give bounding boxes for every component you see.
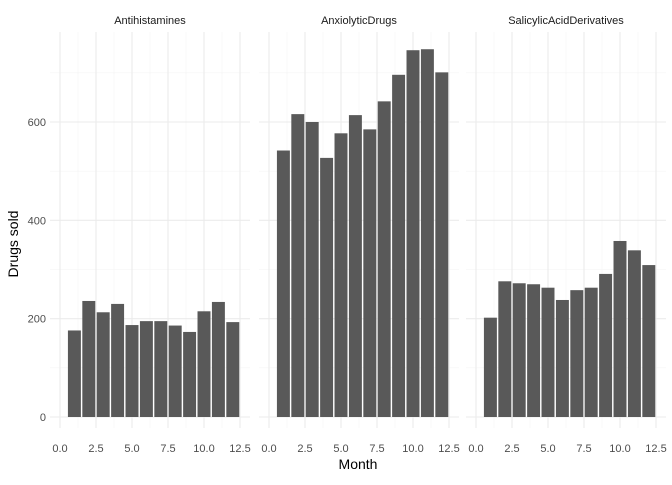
bar: [125, 325, 139, 417]
bar: [392, 74, 406, 418]
x-tick-label: 5.0: [333, 443, 348, 455]
bar: [599, 273, 613, 417]
y-tick-label: 0: [40, 412, 46, 424]
bar: [226, 322, 240, 417]
bar: [183, 331, 197, 417]
bar: [67, 330, 81, 417]
panel-title: AnxiolyticDrugs: [321, 15, 397, 27]
bar: [154, 321, 168, 417]
bar: [96, 312, 110, 417]
x-tick-label: 2.5: [88, 443, 103, 455]
bar: [541, 287, 555, 417]
panel-title: Antihistamines: [114, 15, 186, 27]
bar: [377, 101, 391, 417]
bar: [498, 281, 512, 417]
bar: [420, 49, 434, 417]
bar: [483, 317, 497, 417]
x-tick-label: 0.0: [468, 443, 483, 455]
bar: [435, 72, 449, 417]
x-tick-label: 2.5: [297, 443, 312, 455]
bar: [320, 157, 334, 417]
bar: [168, 325, 182, 417]
x-tick-label: 2.5: [504, 443, 519, 455]
x-tick-label: 7.5: [160, 443, 175, 455]
bar: [276, 150, 290, 417]
x-tick-label: 7.5: [576, 443, 591, 455]
bar: [570, 290, 584, 417]
x-tick-label: 12.5: [229, 443, 250, 455]
bar: [363, 129, 377, 417]
bar: [334, 133, 348, 417]
x-tick-label: 5.0: [540, 443, 555, 455]
y-tick-label: 600: [28, 117, 46, 129]
y-tick-label: 200: [28, 314, 46, 326]
x-tick-label: 5.0: [124, 443, 139, 455]
y-axis-title: Drugs sold: [5, 211, 21, 278]
x-tick-label: 0.0: [261, 443, 276, 455]
x-tick-label: 10.0: [402, 443, 423, 455]
bar: [305, 122, 319, 417]
bar: [527, 284, 541, 417]
panel-title: SalicylicAcidDerivatives: [508, 15, 624, 27]
bar: [642, 265, 656, 417]
x-tick-label: 10.0: [609, 443, 630, 455]
bar: [197, 311, 211, 417]
bar: [613, 240, 627, 417]
bar: [82, 300, 96, 417]
x-tick-label: 12.5: [438, 443, 459, 455]
x-tick-label: 10.0: [193, 443, 214, 455]
bar: [406, 50, 420, 417]
bar: [627, 250, 641, 417]
bar: [555, 299, 569, 417]
bar: [512, 283, 526, 417]
bar: [111, 303, 125, 417]
bar: [584, 287, 598, 417]
bar: [139, 321, 153, 417]
bar: [291, 114, 305, 417]
bar: [211, 301, 225, 417]
x-tick-label: 7.5: [369, 443, 384, 455]
y-tick-label: 400: [28, 215, 46, 227]
x-tick-label: 0.0: [52, 443, 67, 455]
x-tick-label: 12.5: [645, 443, 666, 455]
x-axis-title: Month: [339, 456, 378, 472]
bar: [348, 115, 362, 417]
